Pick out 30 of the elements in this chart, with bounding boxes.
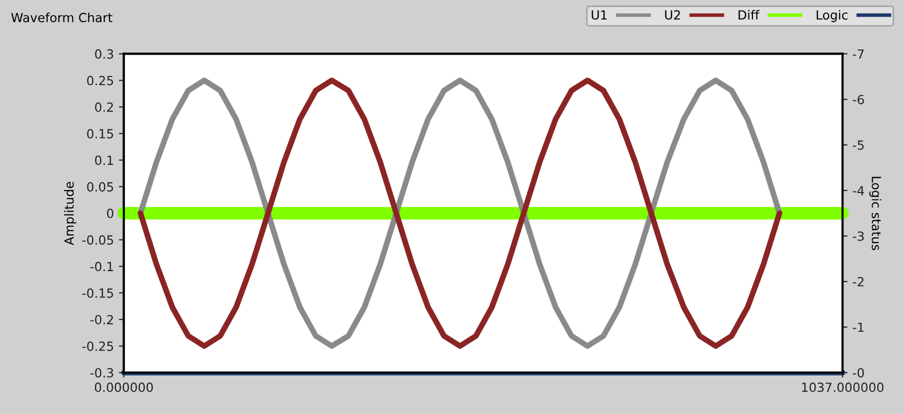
y-tick-label: 0.2 xyxy=(95,102,113,112)
y-tick-label: 0.1 xyxy=(95,156,113,166)
y2-tick-label: -3 xyxy=(852,231,864,241)
y-tick-label: -0.25 xyxy=(82,342,114,351)
chart-title: Waveform Chart xyxy=(11,12,112,22)
y-tick-label: -0.3 xyxy=(90,368,114,378)
y-tick-label: -0.2 xyxy=(90,314,113,324)
x-tick-label: 1037.000000 xyxy=(802,382,884,392)
y-tick-label: -0.05 xyxy=(82,235,114,245)
y2-tick-label: -2 xyxy=(852,276,864,286)
y2-axis-title: Logic status xyxy=(869,176,882,250)
y-tick-label: -0.1 xyxy=(90,262,113,272)
legend-label: U1 xyxy=(592,10,607,20)
y2-tick-label: -5 xyxy=(852,140,864,150)
x-tick-label: 0.000000 xyxy=(94,382,153,392)
y2-tick-label: -7 xyxy=(852,49,864,59)
legend-label: Diff xyxy=(738,10,760,20)
y-tick-label: 0.05 xyxy=(87,182,114,192)
y2-tick-label: -6 xyxy=(852,94,864,104)
y2-tick-label: -1 xyxy=(852,322,864,332)
legend-label: U2 xyxy=(665,10,680,20)
y-tick-label: 0.3 xyxy=(95,49,114,59)
y-tick-label: -0.15 xyxy=(82,288,114,298)
y-tick-label: 0.25 xyxy=(87,76,114,86)
legend-label: Logic xyxy=(816,10,848,22)
y2-tick-label: -0 xyxy=(852,368,864,378)
y2-tick-label: -4 xyxy=(852,186,864,196)
y-axis-title: Amplitude xyxy=(64,182,76,246)
y-tick-label: 0.15 xyxy=(87,128,114,138)
y-tick-label: 0 xyxy=(106,208,114,218)
